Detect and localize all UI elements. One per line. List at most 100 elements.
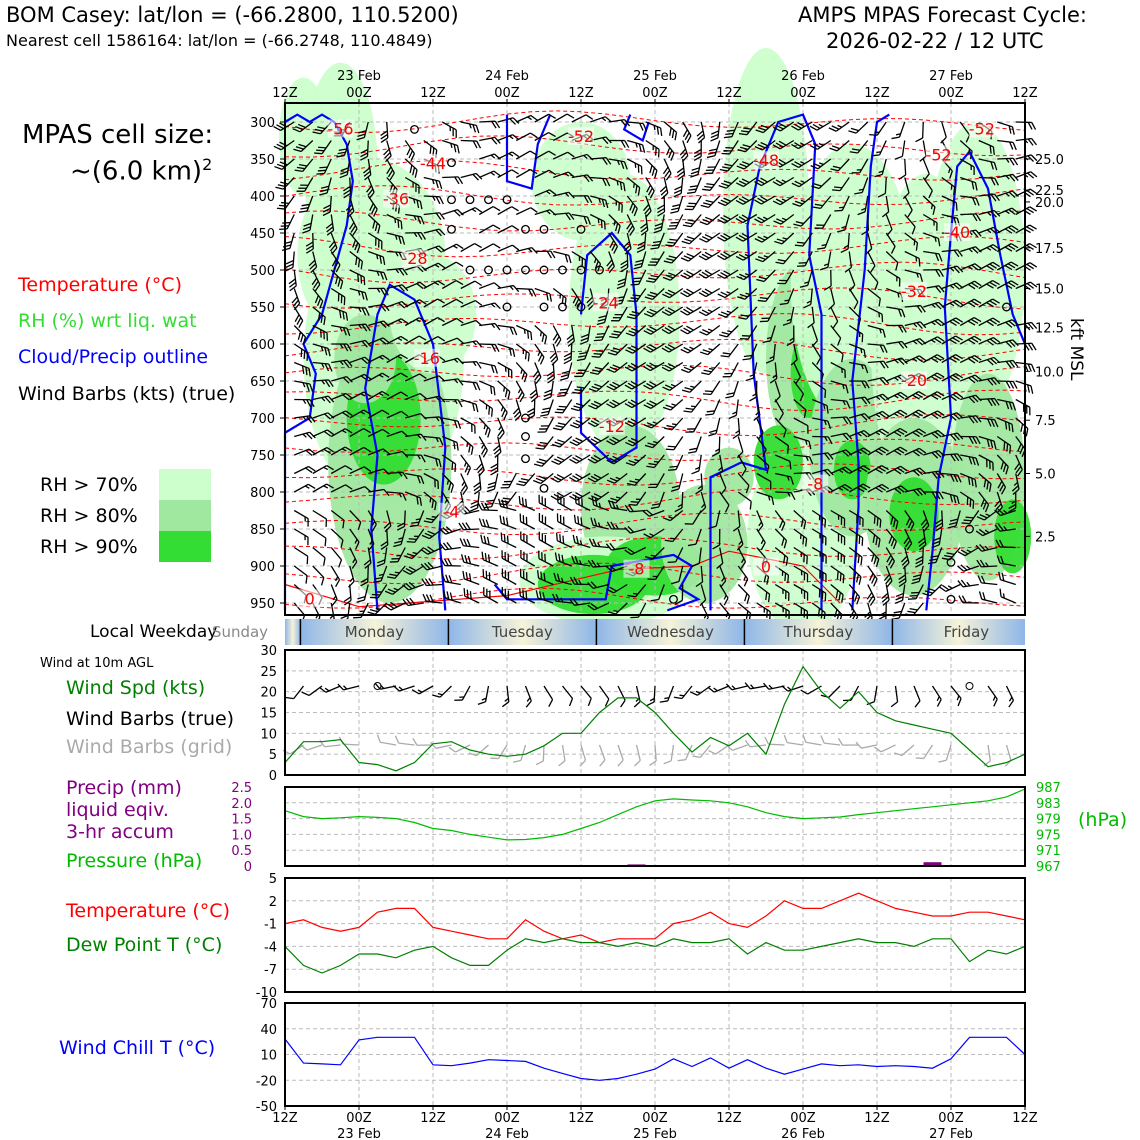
wind-barb (722, 362, 739, 378)
barb-half (650, 554, 656, 557)
barb-staff (626, 195, 638, 209)
barb-flag (612, 317, 621, 319)
wind-barb (515, 362, 528, 383)
barb-flag (946, 552, 955, 555)
barb-flag (949, 395, 957, 402)
temp-label: 0 (761, 557, 771, 576)
barb-staff (848, 465, 864, 475)
barb-staff (848, 251, 853, 268)
pressure-tick-label: 850 (250, 523, 275, 538)
barb-flag (973, 316, 982, 323)
wind-barb (830, 528, 846, 546)
barb-half (735, 429, 740, 434)
barb-half (743, 575, 747, 581)
calm-circle (576, 224, 586, 234)
barb-flag (342, 327, 347, 336)
barb-flag (828, 303, 835, 311)
wind-barb (978, 317, 1001, 327)
barb-flag (665, 173, 672, 181)
barb-flag (324, 538, 327, 547)
wind-barb (571, 114, 594, 123)
barb-flag (968, 456, 973, 465)
barb-flag (503, 412, 508, 421)
barb-flag (343, 343, 349, 352)
calm-circle (965, 524, 974, 534)
barb-half (782, 237, 788, 240)
wind-barb (459, 538, 480, 549)
wind-barb (737, 454, 747, 477)
barb-staff (631, 398, 647, 409)
barb-half (745, 292, 751, 296)
barb-staff (682, 121, 692, 137)
barb-flag (417, 232, 423, 240)
barb-half (709, 367, 714, 370)
wind-barb (691, 547, 702, 568)
barb-half (948, 168, 951, 174)
weekday-name: Monday (345, 623, 404, 641)
wind-barb (563, 343, 573, 365)
barb-staff (719, 454, 724, 471)
barb-staff (578, 399, 591, 412)
barb-flag (706, 155, 716, 159)
barb-flag (442, 542, 449, 550)
barb-staff (904, 232, 918, 244)
barb-flag (823, 285, 832, 291)
barb-flag (650, 274, 659, 278)
barb-half (598, 502, 601, 508)
barb-flag (938, 491, 944, 500)
wind-barb (534, 150, 556, 160)
barb-flag (416, 265, 424, 273)
barb-flag (820, 266, 829, 271)
barb-flag (669, 238, 678, 241)
temp-label-bg (568, 126, 594, 145)
wind-barb (448, 744, 471, 753)
wind-barb (479, 322, 501, 331)
barb-staff (746, 121, 758, 136)
wind-barb (922, 195, 936, 215)
wind-barb (997, 339, 1019, 348)
barb-flag (681, 389, 691, 393)
barb-half (483, 424, 487, 430)
barb-half (435, 416, 440, 422)
barb-flag (435, 229, 442, 237)
barb-flag (323, 316, 326, 326)
wind-barb (645, 158, 658, 179)
barb-half (913, 322, 918, 328)
barb-flag (699, 237, 707, 243)
wind-barb (571, 250, 587, 268)
wind-barb (520, 531, 536, 549)
barb-flag (533, 479, 541, 485)
barb-flag (643, 330, 652, 335)
barb-flag (955, 392, 964, 399)
barb-staff (347, 602, 351, 619)
barb-staff (618, 306, 628, 322)
barb-flag (320, 185, 330, 189)
barb-flag (544, 535, 547, 544)
legend-wind-speed: Wind Spd (kts) (66, 677, 206, 699)
barb-staff (669, 287, 684, 299)
barb-flag (588, 404, 597, 410)
barb-staff (867, 528, 881, 540)
barb-half (412, 551, 418, 555)
wind-barb (349, 409, 371, 419)
barb-flag (1009, 381, 1015, 389)
barb-flag (732, 525, 741, 532)
temp-label: -36 (383, 190, 409, 209)
barb-flag (737, 149, 746, 153)
barb-flag (579, 759, 586, 767)
weekday-cell (596, 619, 745, 645)
barb-flag (871, 575, 876, 584)
barb-flag (716, 562, 724, 569)
barb-flag (873, 515, 876, 524)
barb-staff (798, 176, 813, 188)
wind-barb (1015, 137, 1037, 146)
barb-staff (799, 195, 813, 207)
barb-flag (1019, 446, 1024, 455)
wind-barb (960, 454, 980, 466)
barb-staff (516, 246, 532, 253)
barb-flag (574, 556, 579, 565)
barb-flag (504, 389, 508, 398)
barb-flag (662, 293, 670, 299)
barb-staff (781, 232, 795, 245)
barb-flag (429, 145, 432, 154)
